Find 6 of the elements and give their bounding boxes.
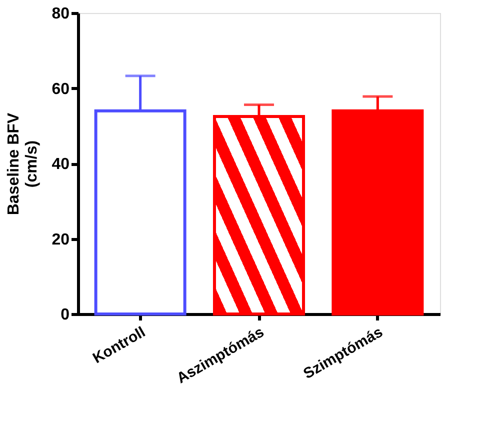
y-tick-label: 80	[52, 6, 70, 22]
y-tick-label: 0	[60, 306, 70, 324]
y-tick-label: 60	[52, 80, 70, 98]
y-tick-label: 40	[52, 156, 70, 173]
y-axis-title: Baseline BFV (cm/s)	[6, 112, 41, 216]
y-tick-label: 20	[52, 231, 70, 248]
